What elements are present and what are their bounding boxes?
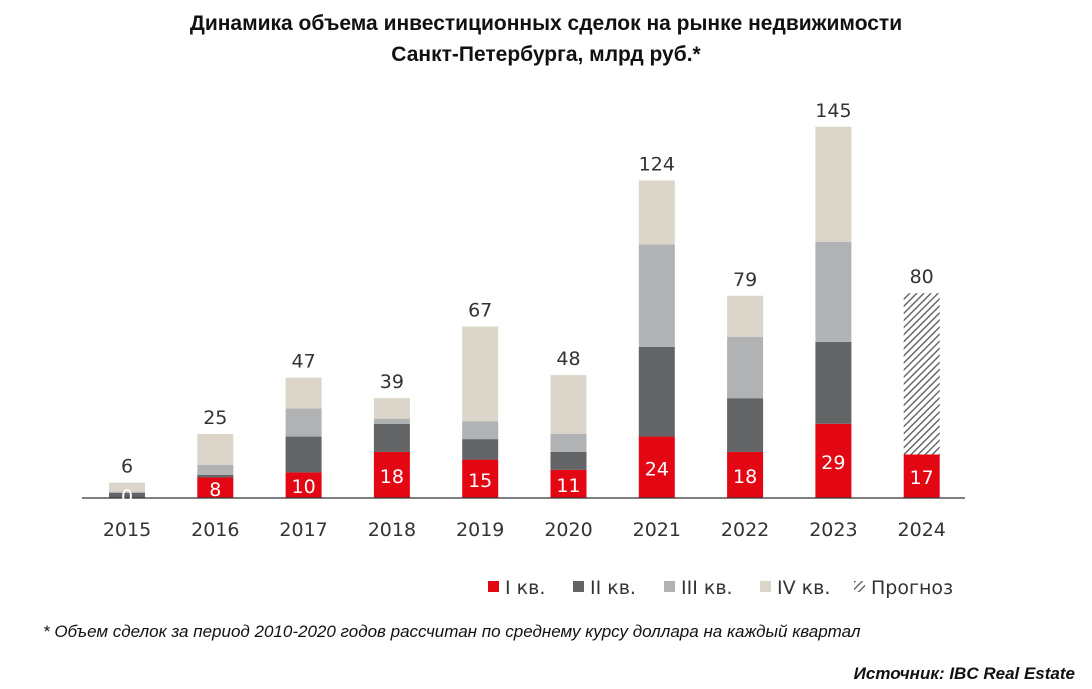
chart-title-line-2: Санкт-Петербурга, млрд руб.* (391, 43, 701, 66)
data-label-q1-2018: 18 (380, 466, 404, 488)
bar-2022-q1 (727, 451, 764, 498)
bar-2015-q2 (109, 492, 145, 498)
bar-2015-q4 (109, 482, 145, 492)
data-label-q1-2023: 29 (821, 452, 845, 474)
total-label-2016: 25 (203, 407, 227, 429)
bar-2015-q3 (109, 491, 145, 493)
bar-2018-q2 (373, 423, 410, 452)
total-label-2017: 47 (292, 351, 316, 373)
legend-swatch-2 (573, 581, 584, 592)
bar-2021-q4 (638, 180, 675, 245)
legend-swatch-1 (488, 581, 499, 592)
x-tick-label-2015: 2015 (103, 519, 151, 541)
bar-2020-q3 (550, 434, 587, 452)
bar-2020-q4 (550, 375, 587, 434)
bar-2017-q4 (285, 377, 322, 409)
data-label-q1-2016: 8 (209, 479, 221, 501)
bar-2018-q3 (373, 418, 410, 424)
bar-2021-q2 (638, 346, 675, 437)
legend-label-3: III кв. (681, 577, 733, 599)
data-label-q1-2019: 15 (468, 470, 492, 492)
bar-2016-q1 (197, 477, 234, 498)
bar-2017-q3 (285, 408, 322, 437)
data-label-q1-2017: 10 (292, 476, 316, 498)
x-tick-label-2022: 2022 (721, 519, 769, 541)
x-tick-label-2018: 2018 (368, 519, 416, 541)
total-label-2022: 79 (733, 269, 757, 291)
legend-swatch-5 (854, 581, 865, 592)
x-tick-label-2017: 2017 (279, 519, 327, 541)
bar-2023-q1 (815, 423, 852, 498)
total-label-2019: 67 (468, 299, 492, 321)
bar-2022-q3 (727, 336, 764, 399)
bar-2020-q2 (550, 451, 587, 470)
data-label-q1-2020: 11 (556, 475, 580, 497)
bar-2023-q3 (815, 242, 852, 342)
bar-2020-q1 (550, 469, 587, 498)
bar-2018-q1 (373, 451, 410, 498)
bar-2021-q1 (638, 436, 675, 498)
total-label-2018: 39 (380, 371, 404, 393)
x-tick-label-2021: 2021 (633, 519, 681, 541)
bar-2017-q2 (285, 436, 322, 473)
x-tick-label-2020: 2020 (544, 519, 592, 541)
bar-2023-q2 (815, 341, 852, 424)
x-tick-label-2016: 2016 (191, 519, 239, 541)
total-label-2023: 145 (815, 100, 851, 122)
x-tick-label-2023: 2023 (809, 519, 857, 541)
total-label-2020: 48 (556, 348, 580, 370)
legend-label-5: Прогноз (871, 577, 953, 599)
data-label-q1-2015: 0 (121, 486, 133, 508)
bar-2024-forecast (903, 293, 940, 455)
data-label-q1-2024: 17 (910, 467, 934, 489)
bar-2019-q2 (462, 439, 499, 460)
bar-2024-q1 (903, 454, 940, 498)
x-tick-label-2019: 2019 (456, 519, 504, 541)
bar-2021-q3 (638, 244, 675, 347)
bar-2019-q1 (462, 459, 499, 498)
total-label-2015: 6 (121, 456, 133, 478)
legend-swatch-4 (760, 581, 771, 592)
bar-2017-q1 (285, 472, 322, 498)
legend-label-1: I кв. (505, 577, 545, 599)
bar-2022-q4 (727, 295, 764, 337)
legend-label-2: II кв. (590, 577, 636, 599)
x-tick-label-2024: 2024 (898, 519, 946, 541)
legend-swatch-3 (664, 581, 675, 592)
bar-2019-q3 (462, 421, 499, 440)
bar-2016-q3 (197, 464, 234, 475)
data-label-q1-2021: 24 (645, 458, 669, 480)
source-note: Источник: IBC Real Estate (853, 664, 1075, 683)
total-label-2021: 124 (639, 154, 675, 176)
chart-title-line-1: Динамика объема инвестиционных сделок на… (189, 12, 903, 35)
bar-2018-q4 (373, 398, 410, 419)
bar-2023-q4 (815, 126, 852, 242)
footnote: * Объем сделок за период 2010-2020 годов… (43, 622, 861, 641)
bar-2016-q2 (197, 474, 234, 478)
bar-2022-q2 (727, 398, 764, 452)
total-label-2024: 80 (910, 266, 934, 288)
data-label-q1-2022: 18 (733, 466, 757, 488)
bar-2019-q4 (462, 326, 499, 422)
legend-label-4: IV кв. (777, 577, 830, 599)
bar-2016-q4 (197, 434, 234, 465)
